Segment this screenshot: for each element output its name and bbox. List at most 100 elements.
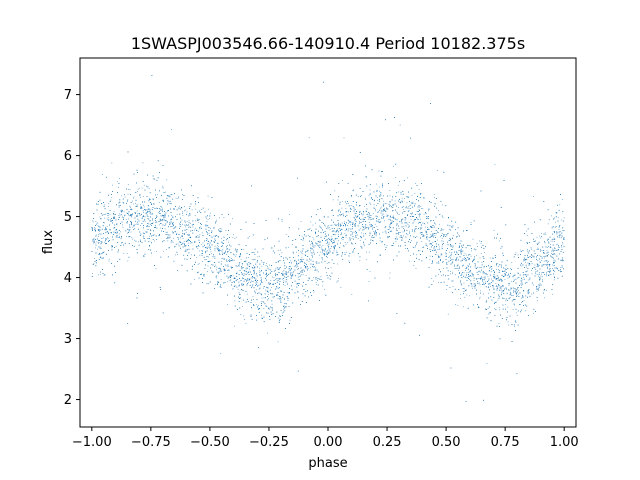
data-point [352, 231, 353, 233]
data-point [220, 353, 222, 354]
data-point [419, 250, 421, 252]
data-point [182, 211, 184, 212]
data-point [403, 211, 405, 212]
data-point [240, 280, 241, 282]
data-point [107, 237, 108, 238]
data-point [527, 262, 529, 264]
data-point [362, 212, 364, 214]
data-point [513, 289, 514, 291]
data-point [273, 283, 274, 285]
data-point [237, 288, 239, 290]
data-point [428, 210, 429, 212]
data-point [437, 239, 438, 241]
data-point [419, 216, 420, 218]
data-point [558, 246, 560, 248]
data-point [400, 236, 402, 238]
data-point [533, 241, 535, 242]
data-point [162, 185, 164, 187]
data-point [483, 279, 485, 281]
data-point [490, 320, 492, 321]
data-point [232, 237, 234, 238]
data-point [433, 225, 434, 226]
data-point [101, 253, 102, 254]
data-point [249, 236, 250, 238]
data-point [561, 199, 563, 200]
data-point [127, 193, 129, 195]
data-point [185, 209, 186, 211]
data-point [278, 288, 280, 290]
data-point [220, 250, 221, 251]
data-point [124, 243, 126, 245]
data-point [106, 226, 108, 228]
data-point [170, 219, 171, 221]
data-point [529, 263, 531, 265]
data-point [419, 227, 421, 228]
data-point [344, 232, 346, 234]
data-point [187, 215, 189, 217]
data-point [408, 241, 410, 243]
data-point [180, 208, 181, 210]
data-point [428, 209, 430, 210]
data-point [326, 228, 327, 229]
data-point [500, 288, 502, 289]
scatter-points [91, 75, 565, 402]
data-point [487, 276, 489, 277]
data-point [428, 236, 430, 238]
data-point [446, 263, 447, 264]
data-point [138, 241, 139, 243]
data-point [251, 259, 253, 261]
data-point [221, 230, 223, 232]
data-point [347, 223, 349, 224]
data-point [210, 240, 212, 241]
data-point [452, 271, 454, 273]
data-point [322, 285, 324, 287]
data-point [336, 237, 338, 239]
data-point [138, 187, 140, 189]
data-point [353, 189, 355, 191]
data-point [364, 245, 365, 247]
data-point [406, 222, 408, 224]
data-point [441, 275, 442, 276]
data-point [479, 284, 481, 286]
data-point [273, 276, 275, 278]
data-point [287, 297, 289, 299]
data-point [452, 286, 454, 287]
data-point [289, 214, 290, 216]
data-point [376, 231, 377, 233]
data-point [365, 197, 366, 199]
data-point [92, 241, 94, 242]
data-point [278, 278, 279, 280]
data-point [347, 225, 349, 226]
data-point [270, 293, 272, 295]
data-point [246, 293, 248, 295]
data-point [191, 254, 192, 256]
data-point [434, 202, 436, 204]
data-point [109, 214, 111, 215]
data-point [205, 225, 207, 227]
data-point [319, 251, 321, 253]
data-point [296, 266, 297, 268]
data-point [452, 235, 454, 236]
data-point [142, 232, 144, 234]
data-point [560, 267, 562, 268]
data-point [434, 250, 435, 251]
data-point [521, 279, 523, 281]
data-point [536, 243, 538, 244]
data-point [434, 235, 436, 236]
data-point [365, 238, 366, 240]
data-point [318, 225, 320, 227]
data-point [469, 279, 470, 280]
data-point [479, 298, 480, 300]
data-point [122, 210, 123, 211]
data-point [516, 294, 517, 295]
data-point [359, 223, 360, 224]
data-point [316, 283, 317, 285]
data-point [443, 268, 444, 269]
data-point [514, 304, 515, 306]
data-point [152, 212, 154, 214]
data-point [344, 252, 346, 253]
data-point [359, 239, 361, 241]
data-point [146, 225, 148, 227]
data-point [349, 237, 350, 239]
data-point [457, 234, 459, 236]
